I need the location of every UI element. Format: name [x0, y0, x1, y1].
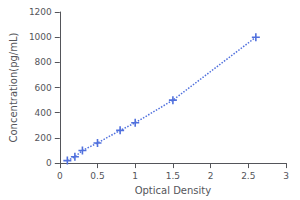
svg-text:2: 2 — [208, 171, 214, 181]
svg-text:1: 1 — [132, 171, 138, 181]
svg-text:Concentration(pg/mL): Concentration(pg/mL) — [8, 32, 19, 142]
svg-text:0: 0 — [46, 158, 52, 168]
svg-text:0: 0 — [57, 171, 63, 181]
svg-text:Optical Density: Optical Density — [135, 185, 212, 196]
svg-text:800: 800 — [35, 57, 52, 67]
svg-text:2.5: 2.5 — [241, 171, 255, 181]
svg-text:1200: 1200 — [29, 7, 52, 17]
svg-text:400: 400 — [35, 108, 52, 118]
svg-text:600: 600 — [35, 83, 52, 93]
svg-text:0.5: 0.5 — [90, 171, 104, 181]
svg-text:1000: 1000 — [29, 32, 52, 42]
svg-text:200: 200 — [35, 133, 52, 143]
svg-text:1.5: 1.5 — [166, 171, 180, 181]
svg-text:3: 3 — [283, 171, 289, 181]
